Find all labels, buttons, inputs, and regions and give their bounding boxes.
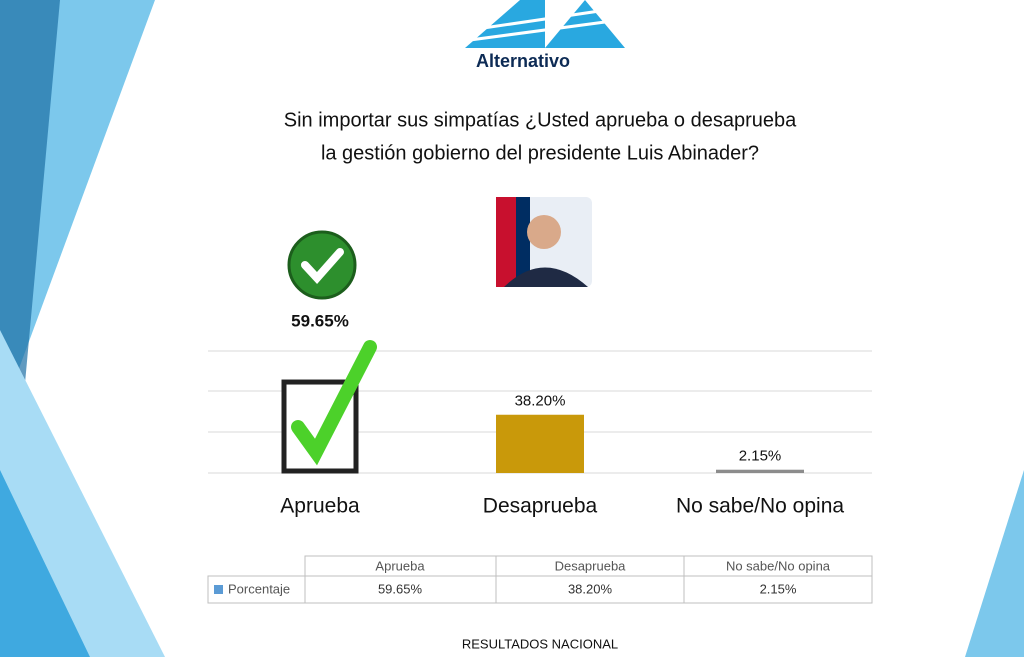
bar [716,469,804,473]
check-mark [291,340,377,466]
table-header: No sabe/No opina [726,558,831,573]
decor [0,470,90,657]
legend-label: Porcentaje [228,581,290,596]
value-label: 38.20% [515,393,566,410]
approve-icon [287,230,357,300]
value-label: 59.65% [291,311,349,330]
table-cell: 38.20% [568,581,613,596]
bar [496,414,584,473]
table-cell: 59.65% [378,581,423,596]
logo: Alternativo [465,0,625,71]
value-label: 2.15% [739,448,782,465]
table-cell: 2.15% [760,581,797,596]
legend-swatch [214,585,223,594]
table-header: Desaprueba [555,558,627,573]
footer: RESULTADOS NACIONAL [462,636,618,651]
x-tick-label: No sabe/No opina [676,495,844,518]
decor [965,470,1024,657]
table-header: Aprueba [375,558,425,573]
x-tick-label: Aprueba [280,495,360,518]
x-tick-label: Desaprueba [483,495,598,518]
chart-title: Sin importar sus simpatías ¿Usted aprueb… [284,109,797,131]
chart-title: la gestión gobierno del presidente Luis … [321,142,759,164]
portrait [496,197,592,287]
logo-text: Alternativo [476,51,570,71]
data-table [207,555,873,604]
